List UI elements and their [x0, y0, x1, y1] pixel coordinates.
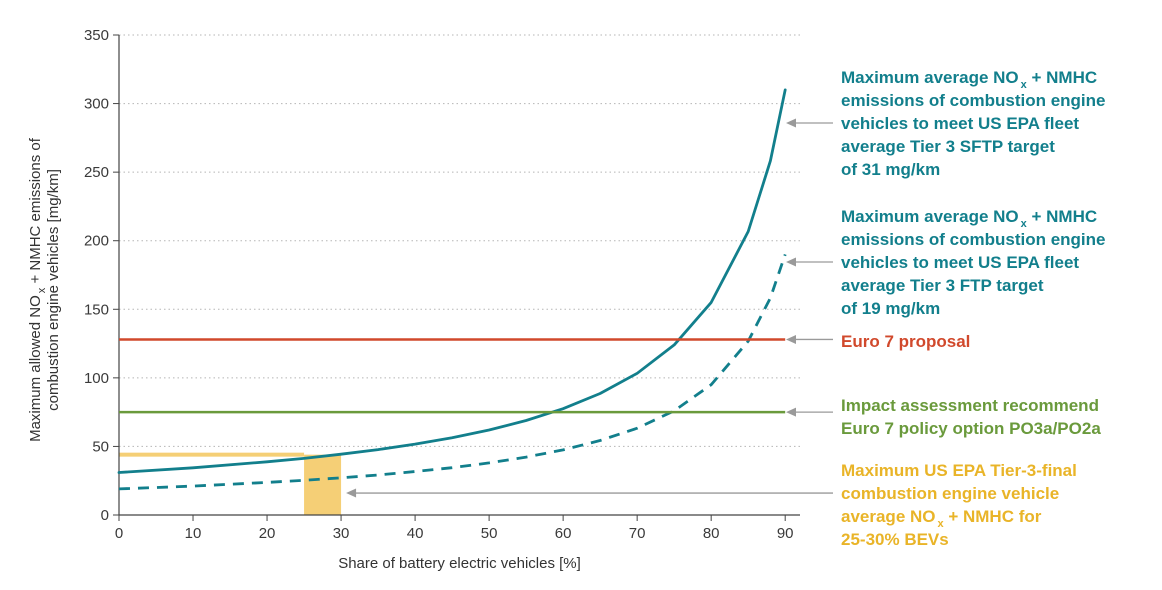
annotation-tier3final-line-3: 25-30% BEVs [841, 530, 949, 549]
x-tick-label-50: 50 [481, 525, 498, 542]
annotation-ftp-line-3: average Tier 3 FTP target [841, 276, 1044, 295]
annotation-arrows [346, 118, 833, 498]
annotation-impact-line-0: Impact assessment recommend [841, 396, 1099, 415]
grid-lines [119, 34, 800, 447]
series-lines [117, 88, 787, 491]
annotation-ftp-line-0: Maximum average NO x + NMHC [841, 207, 1097, 230]
y-tick-label-350: 350 [84, 27, 109, 44]
y-tick-label-50: 50 [92, 438, 109, 455]
x-tick-label-20: 20 [259, 525, 276, 542]
annotation-ftp-line-2: vehicles to meet US EPA fleet [841, 253, 1079, 272]
annotation-ftp-line-4: of 19 mg/km [841, 299, 940, 318]
annotation-impact: Impact assessment recommend Euro 7 policy… [841, 396, 1101, 438]
annotation-sftp-line-1: emissions of combustion engine [841, 91, 1105, 110]
x-tick-label-40: 40 [407, 525, 424, 542]
highlight-band [119, 452, 305, 457]
x-tick-label-60: 60 [555, 525, 572, 542]
annotation-euro7-line-0: Euro 7 proposal [841, 332, 970, 351]
x-tick-label-10: 10 [185, 525, 202, 542]
y-tick-label-200: 200 [84, 233, 109, 250]
y-axis-title-line-1: combustion engine vehicles [mg/km] [45, 169, 62, 411]
y-tick-label-0: 0 [101, 507, 109, 524]
annotation-sftp-line-4: of 31 mg/km [841, 160, 940, 179]
arrow-impact-head [786, 407, 796, 417]
annotation-tier3final-line-0: Maximum US EPA Tier-3-final [841, 461, 1077, 480]
annotation-tier3final-line-1: combustion engine vehicle [841, 484, 1059, 503]
arrow-euro7-head [786, 334, 796, 344]
arrow-tier3final-head [346, 488, 357, 498]
arrow-sftp-head [786, 118, 796, 128]
x-tick-label-80: 80 [703, 525, 720, 542]
x-tick-label-0: 0 [115, 525, 123, 542]
annotation-tier3final: Maximum US EPA Tier-3-final combustion en… [841, 461, 1077, 549]
highlight-bar [304, 454, 342, 515]
annotation-euro7: Euro 7 proposal [841, 332, 970, 351]
axes: 0 50 100 150 200 250 300 350 0 10 20 30 40 50 60 70 80 90… [27, 27, 800, 572]
y-tick-label-100: 100 [84, 370, 109, 387]
y-tick-label-150: 150 [84, 301, 109, 318]
y-axis-title: Maximum allowed NOx + NMHC emissions of c… [27, 137, 62, 442]
x-axis-title: Share of battery electric vehicles [%] [338, 555, 581, 572]
annotation-sftp-line-2: vehicles to meet US EPA fleet [841, 114, 1079, 133]
annotation-sftp-line-3: average Tier 3 SFTP target [841, 137, 1055, 156]
highlight-region [119, 452, 342, 515]
arrow-ftp-head [786, 257, 796, 267]
annotation-impact-line-1: Euro 7 policy option PO3a/PO2a [841, 419, 1101, 438]
annotation-tier3final-line-2: average NO x + NMHC for [841, 507, 1042, 530]
y-tick-label-250: 250 [84, 164, 109, 181]
x-tick-label-70: 70 [629, 525, 646, 542]
y-axis-title-line-0: Maximum allowed NOx + NMHC emissions of [27, 137, 48, 442]
x-tick-label-30: 30 [333, 525, 350, 542]
y-tick-label-300: 300 [84, 96, 109, 113]
annotation-sftp-line-0: Maximum average NO x + NMHC [841, 68, 1097, 91]
series-line-0 [117, 88, 787, 474]
annotation-ftp-line-1: emissions of combustion engine [841, 230, 1105, 249]
x-tick-label-90: 90 [777, 525, 794, 542]
series-line-1 [118, 253, 787, 491]
